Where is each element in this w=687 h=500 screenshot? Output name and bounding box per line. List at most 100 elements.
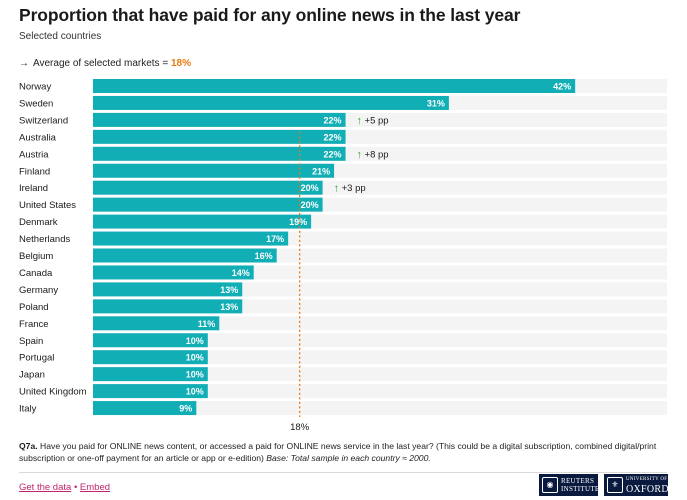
value-label-belgium: 16%: [255, 251, 273, 261]
oxford-logo-line1: UNIVERSITY OF: [626, 476, 668, 482]
arrow-right-icon: →: [19, 58, 29, 69]
change-label-switzerland: +5 pp: [365, 115, 389, 126]
footnote-question-id: Q7a.: [19, 441, 38, 451]
value-label-spain: 10%: [186, 336, 204, 346]
value-label-australia: 22%: [324, 132, 342, 142]
country-label-italy: Italy: [19, 404, 37, 415]
country-label-sweden: Sweden: [19, 98, 53, 109]
country-label-portugal: Portugal: [19, 353, 54, 364]
bar-poland[interactable]: [93, 299, 243, 314]
value-label-france: 11%: [198, 319, 216, 329]
bar-austria[interactable]: [93, 146, 346, 161]
reuters-institute-logo[interactable]: ◉ REUTERS INSTITUTE: [539, 474, 600, 496]
bar-switzerland[interactable]: [93, 112, 346, 127]
footer-links: Get the data • Embed: [19, 482, 110, 493]
country-label-japan: Japan: [19, 370, 45, 381]
bar-japan[interactable]: [93, 367, 208, 382]
reuters-emblem-icon: ◉: [542, 477, 558, 493]
bar-italy[interactable]: [93, 401, 197, 416]
country-label-canada: Canada: [19, 268, 53, 279]
country-label-denmark: Denmark: [19, 217, 58, 228]
chart-title: Proportion that have paid for any online…: [19, 5, 521, 25]
bars: [93, 79, 576, 416]
bar-ireland[interactable]: [93, 180, 323, 195]
country-label-norway: Norway: [19, 82, 51, 93]
bar-spain[interactable]: [93, 333, 208, 348]
change-label-austria: +8 pp: [365, 149, 389, 160]
bar-france[interactable]: [93, 316, 220, 331]
country-label-united-kingdom: United Kingdom: [19, 387, 87, 398]
average-axis-label: 18%: [290, 422, 310, 433]
average-text: Average of selected markets =: [33, 58, 169, 69]
embed-link[interactable]: Embed: [79, 482, 111, 493]
divider: [19, 472, 667, 473]
average-value: 18%: [170, 58, 191, 69]
country-label-ireland: Ireland: [19, 183, 48, 194]
get-data-link[interactable]: Get the data: [19, 482, 72, 493]
bar-track-japan: [93, 367, 667, 382]
footnote-question-text: Have you paid for ONLINE news content, o…: [19, 441, 657, 463]
value-label-denmark: 19%: [289, 217, 307, 227]
country-label-spain: Spain: [19, 336, 43, 347]
bar-denmark[interactable]: [93, 214, 312, 229]
value-label-portugal: 10%: [186, 353, 204, 363]
bar-portugal[interactable]: [93, 350, 208, 365]
bar-finland[interactable]: [93, 163, 335, 178]
value-labels: 42% 31% 22% 22% 22% 21% 20% 20% 19% 17% 16% 14% 13% 1…: [179, 82, 571, 414]
bar-australia[interactable]: [93, 129, 346, 144]
oxford-crest-icon: ⚜: [607, 477, 623, 493]
average-note: → Average of selected markets = 18%: [19, 58, 191, 69]
country-label-netherlands: Netherlands: [19, 234, 70, 245]
value-label-ireland: 20%: [301, 183, 319, 193]
value-label-canada: 14%: [232, 268, 250, 278]
bar-track-united-kingdom: [93, 384, 667, 399]
bar-netherlands[interactable]: [93, 231, 289, 246]
bar-track-france: [93, 316, 667, 331]
country-label-austria: Austria: [19, 149, 49, 160]
oxford-university-logo[interactable]: ⚜ UNIVERSITY OF OXFORD: [604, 474, 669, 496]
bar-canada[interactable]: [93, 265, 254, 280]
value-label-netherlands: 17%: [266, 234, 284, 244]
bar-united-states[interactable]: [93, 197, 323, 212]
value-label-italy: 9%: [179, 404, 192, 414]
country-label-switzerland: Switzerland: [19, 115, 68, 126]
bar-chart: Norway Sweden Switzerland Australia Austria F…: [19, 79, 667, 433]
footnote: Q7a. Have you paid for ONLINE news conte…: [19, 440, 659, 464]
country-label-australia: Australia: [19, 132, 57, 143]
footnote-base: Base: Total sample in each country ≈ 200…: [266, 453, 431, 463]
arrow-up-icon: ↑: [357, 149, 363, 161]
oxford-logo-line2: OXFORD: [626, 483, 669, 495]
value-label-united-states: 20%: [301, 200, 319, 210]
value-label-germany: 13%: [220, 285, 238, 295]
link-separator: •: [73, 482, 78, 493]
value-label-japan: 10%: [186, 370, 204, 380]
change-label-ireland: +3 pp: [342, 183, 366, 194]
reuters-logo-line2: INSTITUTE: [561, 485, 600, 493]
country-label-france: France: [19, 319, 49, 330]
bar-track-italy: [93, 401, 667, 416]
value-label-switzerland: 22%: [324, 115, 342, 125]
value-label-united-kingdom: 10%: [186, 387, 204, 397]
change-annotations: ↑ +5 pp↑ +8 pp↑ +3 pp: [334, 115, 389, 195]
bar-tracks: [93, 79, 667, 416]
value-label-sweden: 31%: [427, 98, 445, 108]
country-label-poland: Poland: [19, 302, 49, 313]
bar-track-spain: [93, 333, 667, 348]
bar-sweden[interactable]: [93, 95, 449, 110]
country-label-finland: Finland: [19, 166, 50, 177]
bar-norway[interactable]: [93, 79, 576, 93]
value-label-finland: 21%: [312, 166, 330, 176]
value-label-poland: 13%: [220, 302, 238, 312]
bar-united-kingdom[interactable]: [93, 384, 208, 399]
country-label-united-states: United States: [19, 200, 76, 211]
bar-belgium[interactable]: [93, 248, 277, 263]
bar-germany[interactable]: [93, 282, 243, 297]
reuters-logo-line1: REUTERS: [561, 477, 595, 485]
chart-subtitle: Selected countries: [19, 31, 102, 42]
value-label-austria: 22%: [324, 149, 342, 159]
value-label-norway: 42%: [553, 82, 571, 92]
country-label-germany: Germany: [19, 285, 58, 296]
arrow-up-icon: ↑: [357, 115, 363, 127]
bar-track-portugal: [93, 350, 667, 365]
country-labels: Norway Sweden Switzerland Australia Austria F…: [19, 82, 87, 415]
